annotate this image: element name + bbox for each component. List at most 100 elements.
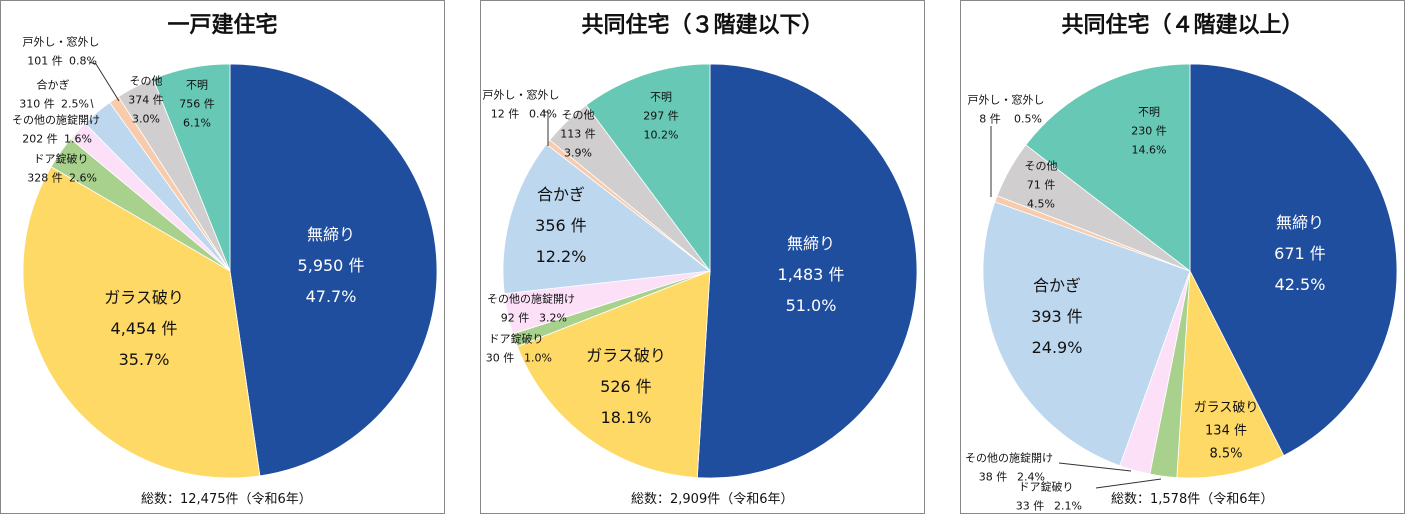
data-label: ドア錠破り [1018, 480, 1074, 494]
data-label: 71 件 [1026, 178, 1056, 192]
pie-slice [585, 63, 711, 273]
data-label: 3.0% [132, 112, 160, 126]
data-label: 526 件 [600, 377, 652, 396]
data-label: 2.1% [1054, 499, 1082, 513]
data-label: 134 件 [1205, 423, 1247, 439]
leader-line [88, 61, 120, 102]
data-label: 671 件 [1274, 244, 1326, 263]
data-label: 無締り [1275, 213, 1325, 232]
pie-slice [22, 166, 261, 479]
data-label: ドア錠破り [33, 152, 89, 166]
total-count: 総数：1,578件（令和6年） [1111, 492, 1274, 507]
pie-slice [502, 143, 712, 295]
pie-slice [229, 63, 438, 477]
data-label: 18.1% [600, 408, 652, 427]
data-label: その他 [561, 108, 595, 122]
data-label: 戸外し・窓外し [482, 88, 560, 102]
data-label: 不明 [1138, 105, 1160, 119]
data-label: 356 件 [535, 216, 587, 235]
data-label: 310 件 [19, 97, 55, 111]
data-label: 51.0% [785, 296, 837, 315]
total-count: 総数：12,475件（令和6年） [141, 492, 312, 507]
leader-line [1095, 478, 1162, 489]
leader-line [543, 111, 549, 146]
data-label: その他の施錠開け [487, 292, 575, 306]
leader-line [90, 98, 94, 109]
data-label: 38 件 [978, 470, 1008, 484]
data-label: 不明 [650, 90, 672, 104]
data-label: ガラス破り [586, 346, 666, 365]
data-label: 230 件 [1131, 124, 1167, 138]
data-label: 14.6% [1131, 143, 1167, 157]
pie-slice [982, 201, 1191, 467]
data-label: その他 [129, 74, 163, 88]
data-label: 0.8% [69, 54, 97, 68]
data-label: 無締り [786, 234, 836, 253]
data-label: 3.2% [539, 311, 567, 325]
data-label: その他の施錠開け [965, 451, 1053, 465]
data-label: 0.5% [1014, 112, 1042, 126]
chart-title: 一戸建住宅 [167, 13, 278, 38]
data-label: 393 件 [1031, 307, 1083, 326]
data-label: 328 件 [27, 171, 63, 185]
leader-line [1058, 462, 1132, 472]
data-label: その他の施錠開け [12, 113, 100, 127]
data-label: 47.7% [305, 287, 357, 306]
data-label: 合かぎ [536, 185, 586, 204]
chart-title: 共同住宅（３階建以下） [581, 13, 824, 38]
data-label: 30 件 [485, 351, 515, 365]
data-label: 202 件 [22, 132, 58, 146]
pie-slice [696, 63, 918, 479]
data-label: 戸外し・窓外し [967, 93, 1045, 107]
pie-slice [516, 270, 711, 479]
data-label: 10.2% [643, 128, 679, 142]
pie-slice [1189, 63, 1398, 457]
data-label: 756 件 [179, 97, 215, 111]
data-label: 5,950 件 [297, 256, 365, 275]
data-label: 12 件 [490, 107, 520, 121]
pie-slice [152, 63, 231, 272]
data-label: 1.6% [64, 132, 92, 146]
pie-slice [1176, 269, 1285, 479]
data-label: ガラス破り [1193, 400, 1259, 416]
data-label: 2.6% [69, 171, 97, 185]
data-label: 無締り [306, 225, 356, 244]
chart-panel-apartment-high: 共同住宅（４階建以上） 総数：1,578件（令和6年） 無締り 671 件 42.5… [960, 0, 1405, 514]
data-label: 不明 [186, 78, 208, 92]
data-label: 8.5% [1209, 446, 1243, 462]
chart-title: 共同住宅（４階建以上） [1061, 13, 1304, 38]
data-label: 374 件 [128, 93, 164, 107]
data-label: 4.5% [1027, 197, 1055, 211]
data-label: 0.4% [529, 107, 557, 121]
data-label: 92 件 [500, 311, 530, 325]
data-label: 4,454 件 [110, 319, 178, 338]
total-count: 総数：2,909件（令和6年） [631, 492, 794, 507]
pie-chart [502, 63, 918, 479]
data-label: その他 [1024, 159, 1058, 173]
data-label: 2.5% [61, 97, 89, 111]
data-label: 1,483 件 [777, 265, 845, 284]
data-label: 42.5% [1274, 275, 1326, 294]
data-label: ガラス破り [104, 288, 184, 307]
data-label: 2.4% [1017, 470, 1045, 484]
data-label: 24.9% [1031, 338, 1083, 357]
data-label: 113 件 [560, 127, 596, 141]
data-label: 合かぎ [1032, 276, 1082, 295]
data-label: 35.7% [118, 350, 170, 369]
pie-chart [982, 63, 1398, 489]
data-label: 1.0% [524, 351, 552, 365]
pie-slice [1025, 63, 1191, 272]
data-label: 戸外し・窓外し [22, 35, 100, 49]
data-label: 合かぎ [36, 78, 70, 92]
data-label: ドア錠破り [488, 332, 544, 346]
data-label: 8 件 [979, 112, 1001, 126]
chart-panel-detached-house: 一戸建住宅 総数：12,475件（令和6年） 無締り 5,950 件 47.7% ガラ… [0, 0, 445, 514]
chart-panel-apartment-low: 共同住宅（３階建以下） 総数：2,909件（令和6年） 無締り 1,483 件 51… [480, 0, 925, 514]
data-label: 12.2% [535, 247, 587, 266]
data-label: 33 件 [1015, 499, 1045, 513]
data-label: 101 件 [27, 54, 63, 68]
pie-chart [22, 61, 438, 479]
data-label: 297 件 [643, 109, 679, 123]
data-label: 3.9% [564, 146, 592, 160]
data-label: 6.1% [183, 116, 211, 130]
